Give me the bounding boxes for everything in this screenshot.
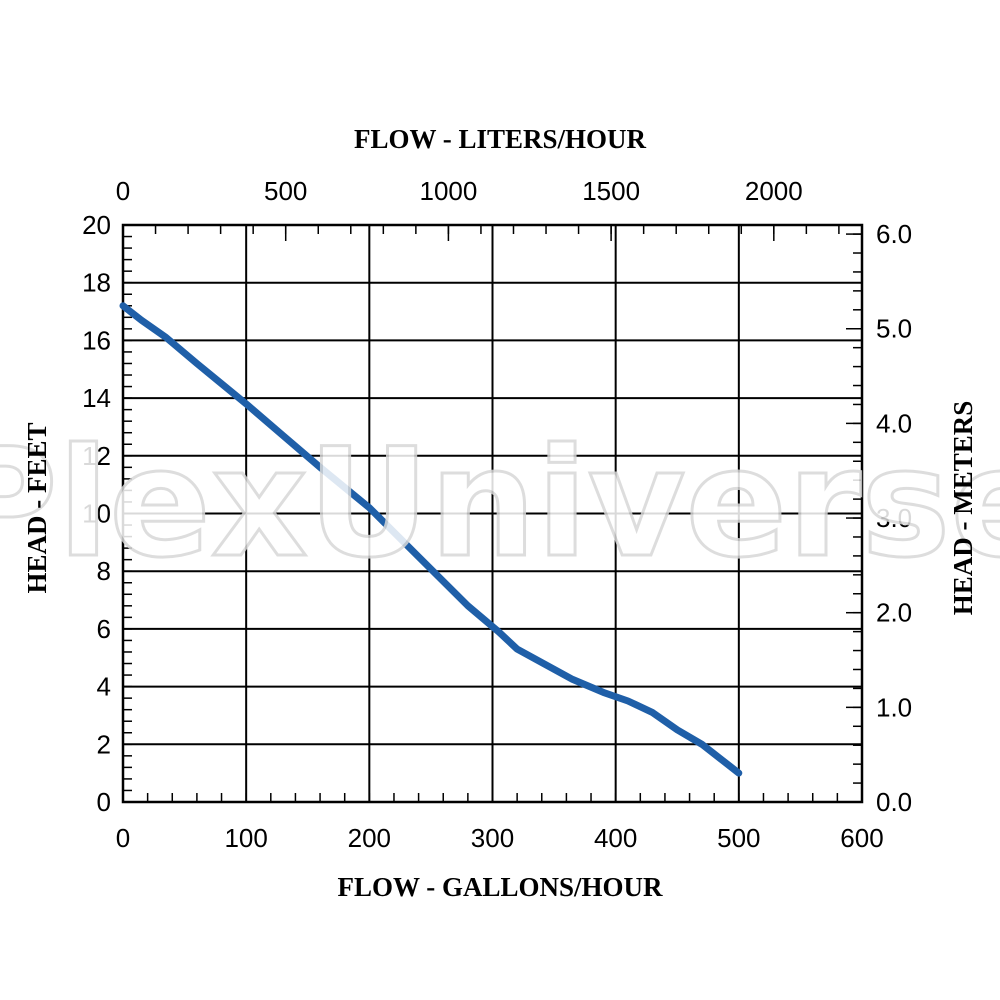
y-tick-label: 18 <box>82 268 111 298</box>
x2-tick-labels: 0 500 1000 1500 2000 <box>116 176 803 206</box>
x-tick-labels: 0 100 200 300 400 500 600 <box>116 823 884 853</box>
series-line <box>119 302 743 777</box>
series-layer <box>119 302 743 777</box>
y2-tick-labels: 0.0 1.0 2.0 3.0 4.0 5.0 6.0 <box>876 219 912 817</box>
x-tick-label: 500 <box>717 823 760 853</box>
y-tick-label: 10 <box>82 499 111 529</box>
x2-tick-label: 0 <box>116 176 130 206</box>
x-tick-label: 400 <box>594 823 637 853</box>
y2-tick-label: 2.0 <box>876 598 912 628</box>
plot-frame <box>121 223 864 804</box>
y-tick-label: 20 <box>82 210 111 240</box>
x2-tick-label: 2000 <box>745 176 803 206</box>
x-tick-label: 200 <box>348 823 391 853</box>
x-axis-title: FLOW - GALLONS/HOUR <box>337 872 663 902</box>
x2-tick-label: 1500 <box>582 176 640 206</box>
y2-tick-label: 6.0 <box>876 219 912 249</box>
y2-tick-label: 5.0 <box>876 314 912 344</box>
y2-tick-label: 0.0 <box>876 787 912 817</box>
x-tick-label: 300 <box>471 823 514 853</box>
y-tick-label: 0 <box>97 787 111 817</box>
y-tick-label: 12 <box>82 441 111 471</box>
y-tick-labels: 0 2 4 6 8 10 12 14 16 18 20 <box>82 210 111 817</box>
y2-tick-label: 1.0 <box>876 692 912 722</box>
y-tick-label: 6 <box>97 614 111 644</box>
y-tick-label: 2 <box>97 729 111 759</box>
x2-tick-label: 500 <box>264 176 307 206</box>
x-tick-label: 600 <box>840 823 883 853</box>
y-tick-label: 8 <box>97 556 111 586</box>
y2-axis-title: HEAD - METERS <box>948 401 978 616</box>
y2-tick-label: 3.0 <box>876 503 912 533</box>
y-tick-label: 16 <box>82 325 111 355</box>
watermark: PlexUniverse <box>0 417 1000 591</box>
x2-tick-label: 1000 <box>419 176 477 206</box>
y2-tick-label: 4.0 <box>876 408 912 438</box>
y-tick-label: 14 <box>82 383 111 413</box>
x-tick-label: 0 <box>116 823 130 853</box>
x2-axis-title: FLOW - LITERS/HOUR <box>354 124 647 154</box>
y-tick-label: 4 <box>97 672 111 702</box>
grid-lines <box>123 225 862 802</box>
y-axis-title: HEAD - FEET <box>22 422 52 593</box>
x-tick-label: 100 <box>224 823 267 853</box>
